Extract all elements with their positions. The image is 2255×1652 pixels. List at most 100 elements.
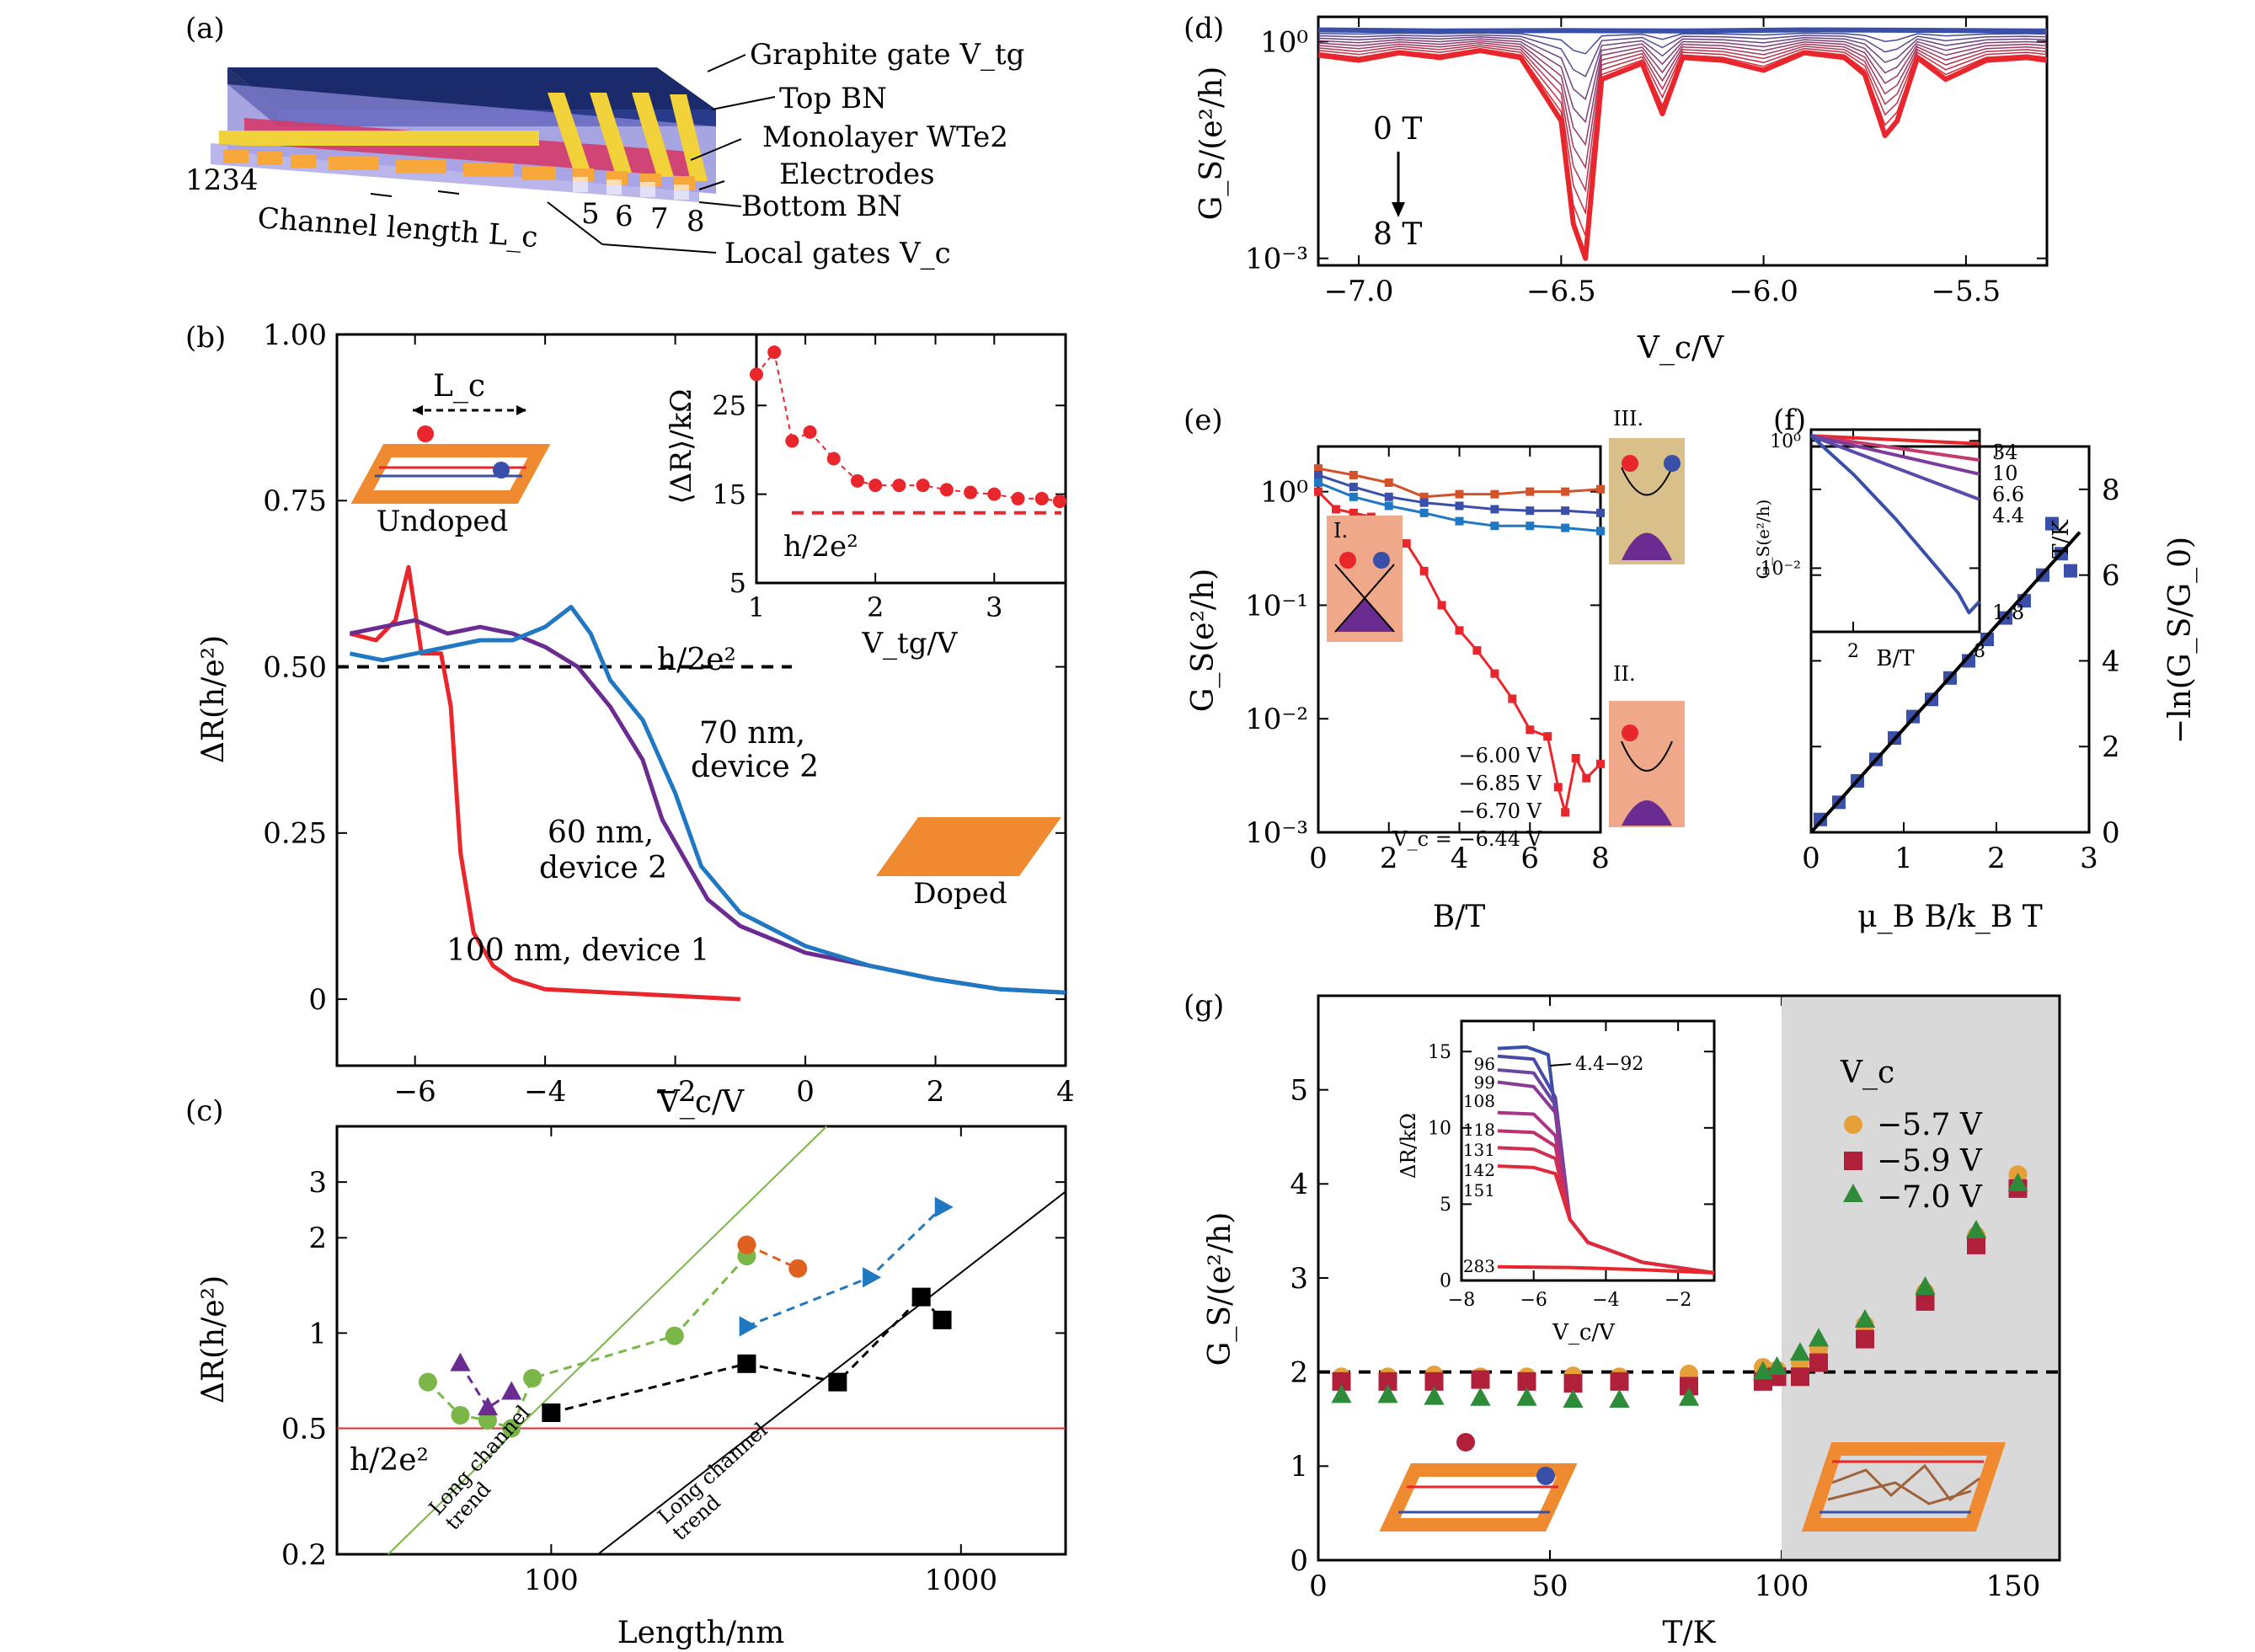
label-bottom-bn: Bottom BN [741, 190, 902, 223]
data-point [892, 478, 906, 493]
series-line [1317, 48, 2048, 261]
panel-g-legend-2: −7.0 V [1877, 1180, 1983, 1215]
data-point [1314, 478, 1323, 487]
y-tick-label: 10⁻² [1245, 703, 1308, 736]
series-line [349, 605, 1066, 995]
local-gates [223, 150, 695, 190]
panel-b-doped-label: Doped [913, 877, 1007, 911]
x-tick-label: −8 [1448, 1290, 1475, 1311]
y-tick-label: 1 [308, 1317, 327, 1350]
data-point [737, 1235, 756, 1254]
x-tick-label: −2 [655, 1075, 697, 1109]
panel-e: (e) G_S(e²/h) B/T 0 2 4 6 8 10⁻³ 10⁻² 10⁻¹ 10⁰ −… [1184, 404, 1685, 934]
panel-b-lc-label: L_c [433, 369, 485, 404]
data-point [1331, 505, 1340, 514]
y-tick-label: 0.2 [281, 1538, 327, 1572]
data-point [1314, 470, 1323, 479]
data-point [1766, 1355, 1787, 1375]
panel-e-cartoon-I [1327, 516, 1403, 642]
data-point [826, 452, 841, 466]
panel-e-legend-1: −6.85 V [1458, 772, 1542, 795]
x-tick-label: 150 [1986, 1569, 2041, 1603]
data-point [1543, 732, 1552, 741]
schematic-leaders [370, 54, 776, 254]
y-tick-label: 15 [712, 478, 746, 511]
series-line [349, 564, 740, 1002]
panel-b-inset-frame [755, 333, 1067, 585]
panel-g-tag: (g) [1184, 989, 1224, 1023]
panel-g-inset-temp-118: 118 [1463, 1120, 1495, 1140]
panel-f-temp-4-4: 4.4 [1992, 504, 2024, 527]
data-point [868, 478, 883, 493]
panel-g-inset-temp-96: 96 [1474, 1054, 1495, 1074]
panel-g-legend-marker-0 [1844, 1115, 1862, 1134]
panel-c-frame [335, 1125, 1067, 1556]
data-point [1571, 753, 1580, 762]
data-point [1437, 601, 1446, 610]
series-line [1317, 34, 2048, 78]
data-point [1052, 495, 1066, 509]
x-tick-label: −2 [1665, 1290, 1691, 1311]
y-tick-label: 0 [2102, 816, 2120, 850]
panel-e-cartoon-I-label: I. [1333, 519, 1348, 543]
y-tick-label: 5 [1290, 1074, 1308, 1108]
data-point [932, 1310, 952, 1329]
panel-b-inset-ref-label: h/2e² [783, 530, 858, 564]
y-tick-label: 10⁰ [1260, 476, 1308, 510]
x-tick-label: 0 [796, 1075, 815, 1109]
panel-c-ref-label: h/2e² [350, 1443, 429, 1478]
panel-e-legend-3: V_c = −6.44 V [1392, 827, 1542, 851]
data-point [1999, 611, 2012, 625]
panel-b-frame [335, 333, 1067, 1067]
data-point [1471, 1370, 1490, 1389]
panel-d-ylabel: G_S/(e²/h) [1194, 67, 1229, 221]
y-tick-label: 5 [1440, 1195, 1451, 1216]
electrode-number-6: 6 [615, 200, 633, 233]
y-tick-label: 4 [1290, 1168, 1308, 1201]
x-tick-label: 1000 [925, 1564, 998, 1597]
data-point [964, 485, 978, 500]
electrodes [219, 93, 708, 181]
data-point [1377, 1384, 1398, 1403]
panel-g-xlabel: T/K [1662, 1616, 1716, 1650]
panel-g-legend-0: −5.7 V [1877, 1108, 1983, 1142]
x-tick-label: 2 [927, 1075, 945, 1109]
data-point [1384, 492, 1393, 501]
label-graphite-gate: Graphite gate V_tg [750, 38, 1024, 72]
data-point [1314, 464, 1323, 473]
data-point [916, 478, 930, 493]
y-tick-label: 25 [712, 389, 746, 421]
panel-g-frame [1317, 994, 2061, 1562]
x-tick-label: −4 [524, 1075, 566, 1109]
data-point [1916, 1291, 1935, 1311]
data-point [1424, 1386, 1445, 1405]
x-tick-label: 0 [1309, 842, 1328, 875]
x-tick-label: 1 [748, 591, 765, 623]
x-tick-label: 3 [2080, 842, 2098, 875]
x-tick-label: 4 [1056, 1075, 1075, 1109]
y-tick-label: 0 [1440, 1271, 1451, 1292]
data-point [2064, 564, 2077, 578]
data-point [850, 473, 864, 488]
data-point [1517, 1371, 1536, 1391]
label-local-gates: Local gates V_c [724, 237, 951, 270]
data-point [863, 1267, 882, 1288]
panel-f-inset-temps-label: T/K [2049, 520, 2074, 559]
data-point [1455, 489, 1464, 499]
panel-d-label-8T: 8 T [1373, 217, 1422, 252]
data-point [1752, 1361, 1774, 1380]
data-point [1472, 646, 1482, 655]
y-tick-label: 0.25 [263, 817, 327, 851]
panel-c-trend-black-label: Long channeltrend [653, 1418, 787, 1545]
data-point [750, 367, 763, 382]
y-tick-label: 10⁻³ [1245, 243, 1308, 276]
data-point [1561, 523, 1570, 532]
panel-f-temp-1-8: 1.8 [1992, 601, 2024, 624]
y-tick-label: 4 [2102, 644, 2120, 678]
x-tick-label: −6 [1520, 1290, 1547, 1311]
data-point [1854, 1309, 1876, 1329]
y-tick-label: 0.75 [263, 484, 327, 518]
data-point [1508, 694, 1517, 703]
data-point [1526, 521, 1535, 531]
